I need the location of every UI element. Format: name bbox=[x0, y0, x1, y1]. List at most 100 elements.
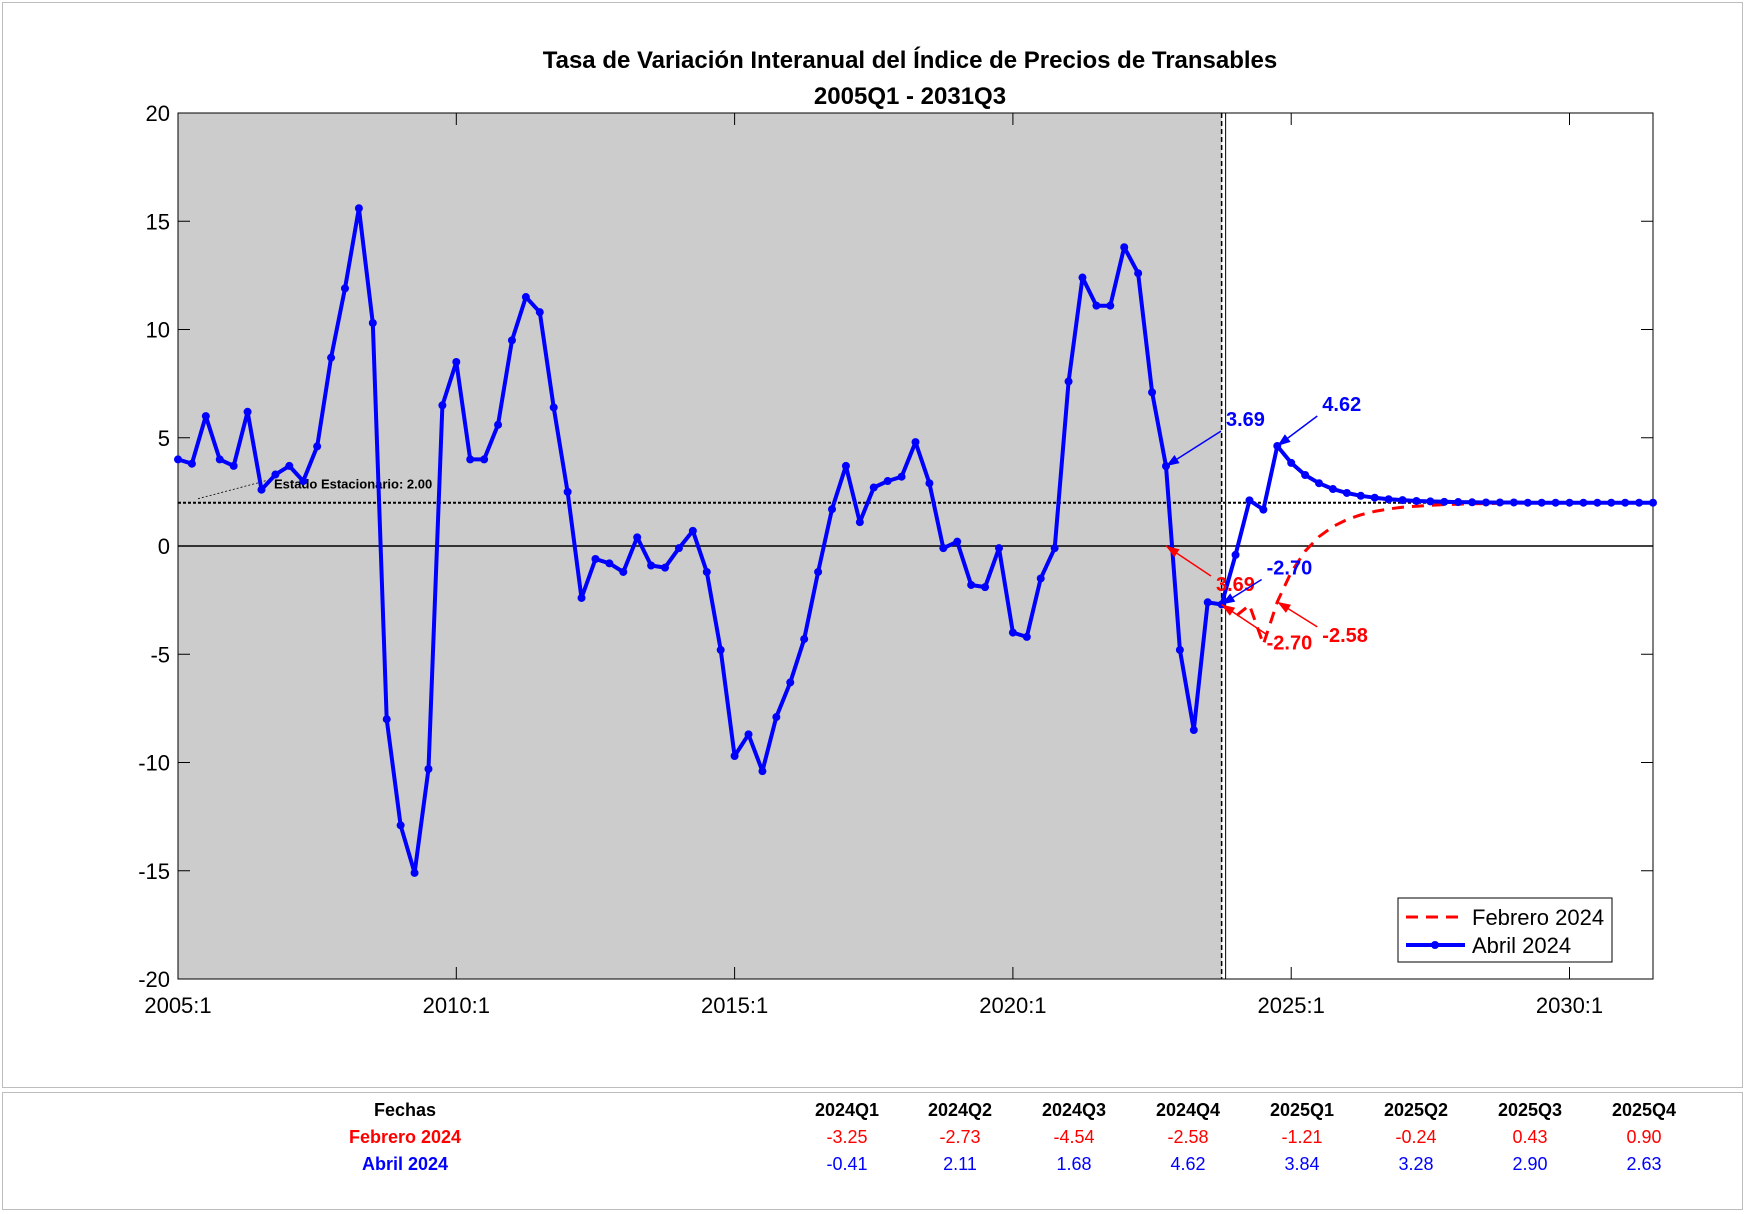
table-cell: 2.63 bbox=[1626, 1154, 1662, 1174]
table-column-header: 2025Q4 bbox=[1611, 1100, 1677, 1120]
series-marker-abril-2024 bbox=[925, 479, 934, 488]
y-tick-label: -10 bbox=[138, 751, 170, 776]
annotation-label: -2.70 bbox=[1267, 632, 1313, 654]
series-marker-abril-2024 bbox=[939, 544, 948, 553]
series-marker-abril-2024 bbox=[869, 483, 878, 492]
x-tick-label: 2020:1 bbox=[979, 993, 1046, 1018]
series-marker-abril-2024 bbox=[1509, 498, 1518, 507]
forecast-table: Fechas 2024Q1 2024Q2 2024Q3 2024Q4 2025Q1 2025… bbox=[0, 1094, 1745, 1210]
series-marker-abril-2024 bbox=[1078, 273, 1087, 282]
series-marker-abril-2024 bbox=[1189, 726, 1198, 735]
series-marker-abril-2024 bbox=[229, 461, 238, 470]
series-marker-abril-2024 bbox=[967, 580, 976, 589]
series-marker-abril-2024 bbox=[424, 764, 433, 773]
y-tick-label: 5 bbox=[158, 426, 170, 451]
series-marker-abril-2024 bbox=[702, 567, 711, 576]
series-marker-abril-2024 bbox=[563, 487, 572, 496]
series-marker-abril-2024 bbox=[1621, 498, 1630, 507]
table-cell: 1.68 bbox=[1056, 1154, 1092, 1174]
series-marker-abril-2024 bbox=[1342, 488, 1351, 497]
table-cell: 2.11 bbox=[943, 1154, 977, 1174]
series-marker-abril-2024 bbox=[855, 518, 864, 527]
y-tick-label: -5 bbox=[150, 642, 170, 667]
series-marker-abril-2024 bbox=[1203, 598, 1212, 607]
series-marker-abril-2024 bbox=[1106, 301, 1115, 310]
series-marker-abril-2024 bbox=[1440, 497, 1449, 506]
series-marker-abril-2024 bbox=[1231, 550, 1240, 559]
table-column-header: 2025Q3 bbox=[1497, 1100, 1563, 1120]
series-marker-abril-2024 bbox=[466, 455, 475, 464]
series-marker-abril-2024 bbox=[1315, 479, 1324, 488]
table-cell: 0.43 bbox=[1512, 1127, 1548, 1147]
series-marker-abril-2024 bbox=[1384, 495, 1393, 504]
series-marker-abril-2024 bbox=[187, 459, 196, 468]
series-marker-abril-2024 bbox=[1454, 498, 1463, 507]
table-row-label: Abril 2024 bbox=[361, 1154, 449, 1174]
series-marker-abril-2024 bbox=[1008, 628, 1017, 637]
series-marker-abril-2024 bbox=[688, 526, 697, 535]
table-cell: 2.90 bbox=[1512, 1154, 1548, 1174]
y-tick-label: 20 bbox=[146, 101, 170, 126]
series-marker-abril-2024 bbox=[772, 713, 781, 722]
y-tick-label: -20 bbox=[138, 967, 170, 992]
series-marker-abril-2024 bbox=[257, 485, 266, 494]
table-cell: -0.24 bbox=[1395, 1127, 1437, 1147]
table-column-header: 2025Q2 bbox=[1383, 1100, 1449, 1120]
x-tick-label: 2030:1 bbox=[1536, 993, 1603, 1018]
table-cell: 4.62 bbox=[1170, 1154, 1206, 1174]
table-cell: 0.90 bbox=[1626, 1127, 1662, 1147]
series-marker-abril-2024 bbox=[1050, 544, 1059, 553]
series-marker-abril-2024 bbox=[521, 293, 530, 302]
series-marker-abril-2024 bbox=[1370, 493, 1379, 502]
legend: Febrero 2024 Abril 2024 bbox=[1397, 897, 1613, 963]
table-cell: -1.21 bbox=[1281, 1127, 1323, 1147]
series-marker-abril-2024 bbox=[911, 438, 920, 447]
series-marker-abril-2024 bbox=[716, 645, 725, 654]
table-column-header: 2024Q4 bbox=[1155, 1100, 1221, 1120]
legend-label-febrero: Febrero 2024 bbox=[1472, 905, 1604, 930]
series-marker-abril-2024 bbox=[1635, 498, 1644, 507]
series-marker-abril-2024 bbox=[994, 544, 1003, 553]
chart-panel bbox=[2, 2, 1743, 1088]
series-marker-abril-2024 bbox=[382, 715, 391, 724]
x-tick-label: 2015:1 bbox=[701, 993, 768, 1018]
legend-box bbox=[1397, 897, 1613, 963]
legend-marker-abril bbox=[1431, 941, 1439, 949]
plot-area: Estado Estacionario: 2.00 -20 -15 -10 -5 0 5 10… bbox=[138, 101, 1657, 1018]
series-marker-abril-2024 bbox=[1523, 498, 1532, 507]
annotation-label: 4.62 bbox=[1322, 394, 1361, 416]
chart: Tasa de Variación Interanual del Índice … bbox=[138, 46, 1657, 1018]
series-marker-abril-2024 bbox=[1551, 498, 1560, 507]
series-marker-abril-2024 bbox=[507, 336, 516, 345]
y-tick-label: 15 bbox=[146, 209, 170, 234]
series-marker-abril-2024 bbox=[327, 353, 336, 362]
series-marker-abril-2024 bbox=[1537, 498, 1546, 507]
series-marker-abril-2024 bbox=[619, 567, 628, 576]
series-marker-abril-2024 bbox=[1259, 505, 1268, 514]
series-marker-abril-2024 bbox=[368, 319, 377, 328]
series-marker-abril-2024 bbox=[744, 730, 753, 739]
series-marker-abril-2024 bbox=[1482, 498, 1491, 507]
steady-state-label: Estado Estacionario: 2.00 bbox=[274, 477, 432, 492]
series-marker-abril-2024 bbox=[786, 678, 795, 687]
series-marker-abril-2024 bbox=[1579, 498, 1588, 507]
series-marker-abril-2024 bbox=[1175, 645, 1184, 654]
annotation-arrowhead bbox=[1221, 604, 1236, 616]
series-marker-abril-2024 bbox=[953, 537, 962, 546]
series-marker-abril-2024 bbox=[1036, 574, 1045, 583]
series-marker-abril-2024 bbox=[1468, 498, 1477, 507]
series-marker-abril-2024 bbox=[1426, 497, 1435, 506]
series-marker-abril-2024 bbox=[1148, 388, 1157, 397]
series-marker-abril-2024 bbox=[1607, 498, 1616, 507]
series-marker-abril-2024 bbox=[1134, 269, 1143, 278]
table-cell: -0.41 bbox=[826, 1154, 868, 1174]
series-marker-abril-2024 bbox=[800, 635, 809, 644]
series-marker-abril-2024 bbox=[285, 461, 294, 470]
series-marker-abril-2024 bbox=[535, 308, 544, 317]
series-marker-abril-2024 bbox=[1287, 458, 1296, 467]
series-marker-abril-2024 bbox=[299, 477, 308, 486]
series-marker-abril-2024 bbox=[480, 455, 489, 464]
series-marker-abril-2024 bbox=[396, 821, 405, 830]
series-marker-abril-2024 bbox=[438, 401, 447, 410]
series-marker-abril-2024 bbox=[591, 554, 600, 563]
